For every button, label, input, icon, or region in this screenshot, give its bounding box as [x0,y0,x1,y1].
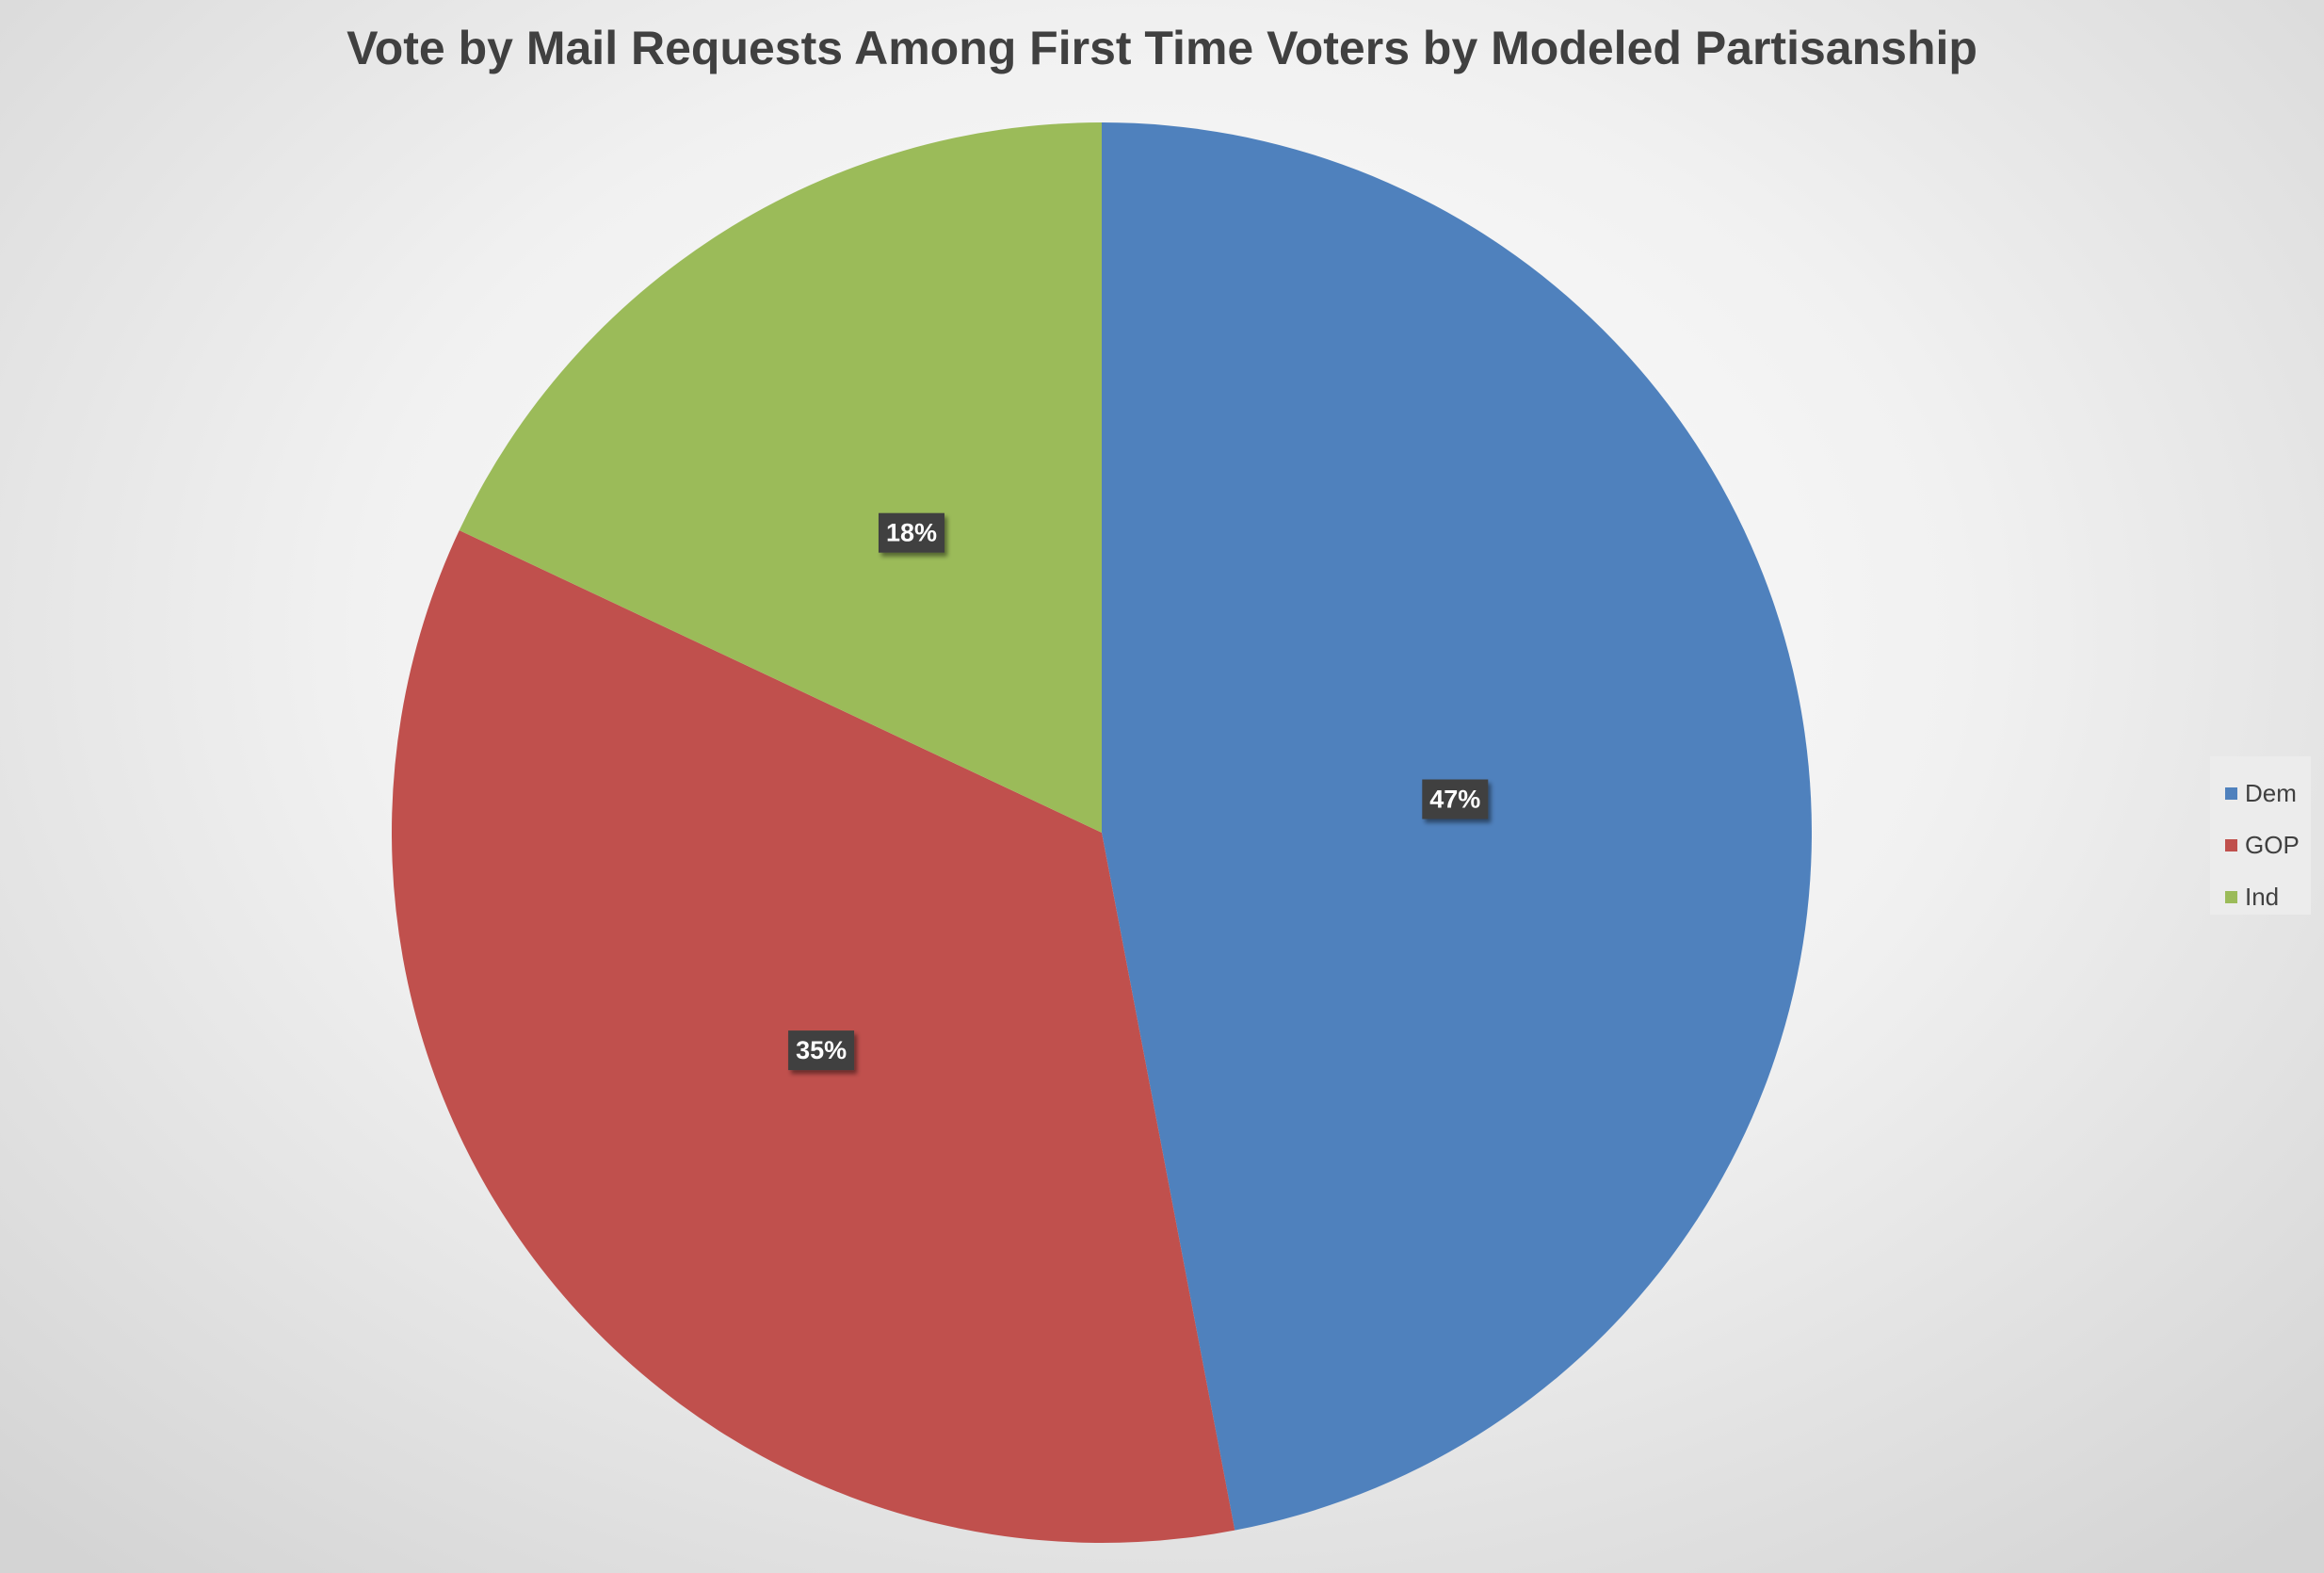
pie-slice-ind [459,122,1102,833]
data-label-gop: 35% [788,1030,855,1071]
data-label-box [879,512,944,553]
legend-swatch-dem [2225,787,2237,800]
data-label-box [1422,779,1489,819]
chart-title: Vote by Mail Requests Among First Time V… [347,22,1977,74]
legend-swatch-gop [2225,839,2237,851]
data-label-text: 47% [1429,786,1480,814]
legend-swatch-ind [2225,891,2237,903]
data-label-text: 35% [796,1036,847,1064]
legend-item-gop: GOP [2225,819,2311,871]
data-label-text: 18% [886,519,937,547]
legend-label-ind: Ind [2245,883,2280,911]
data-label-dem: 47% [1422,779,1489,819]
data-label-box [788,1030,855,1071]
data-label-ind: 18% [879,512,944,553]
pie-slice-dem [1102,122,1812,1531]
legend-label-gop: GOP [2245,831,2300,859]
legend: Dem GOP Ind [2210,756,2311,915]
legend-item-ind: Ind [2225,871,2311,923]
legend-item-dem: Dem [2225,768,2311,819]
legend-label-dem: Dem [2245,779,2297,807]
